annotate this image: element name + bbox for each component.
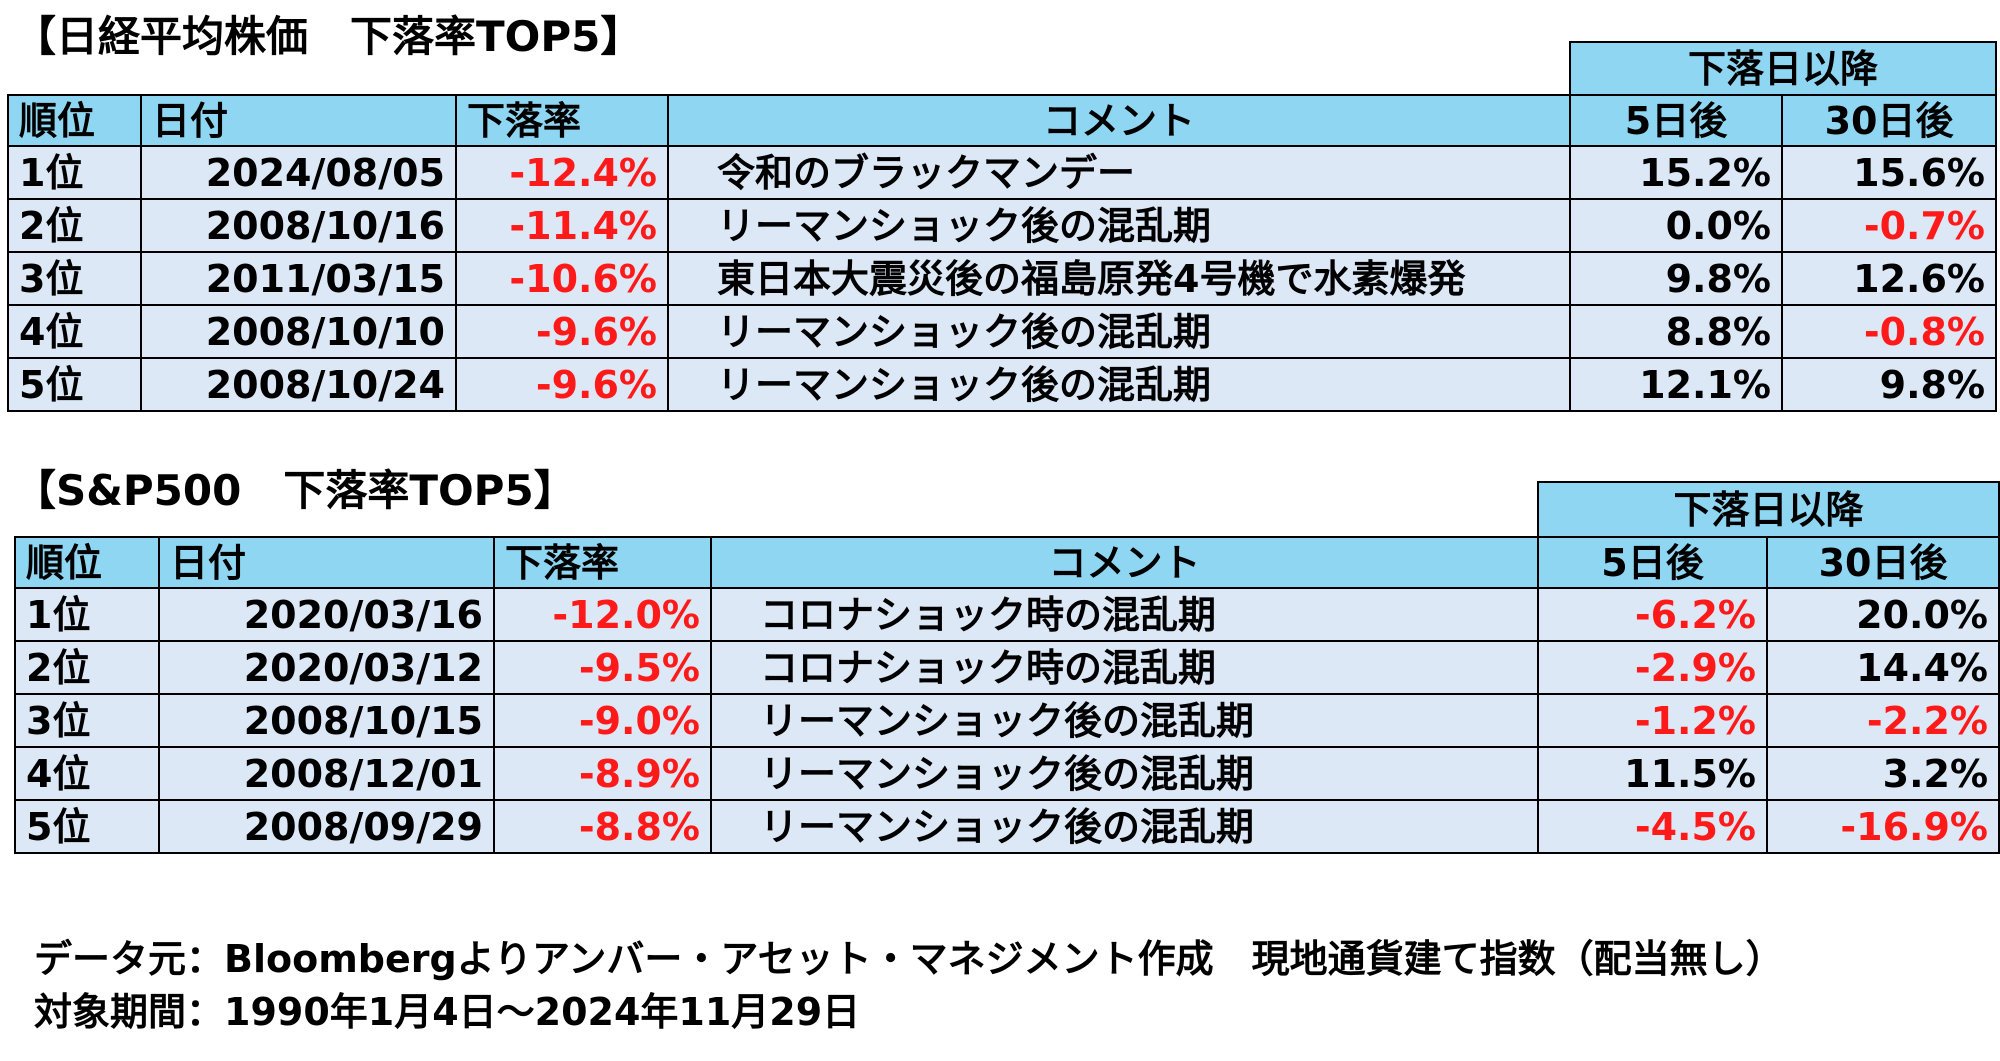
decline-cell: -9.0% — [493, 693, 712, 748]
after-30-days-cell: 14.4% — [1765, 640, 2000, 695]
decline-cell: -9.5% — [493, 640, 712, 695]
nikkei-after-decline-header: 下落日以降 — [1568, 41, 1998, 96]
after-5-days-cell: 8.8% — [1569, 304, 1783, 359]
date-cell: 2008/10/24 — [140, 357, 457, 412]
rank-cell: 2位 — [14, 640, 160, 695]
nikkei-super-header-row: 下落日以降 — [8, 41, 1998, 96]
rank-cell: 4位 — [14, 746, 160, 801]
decline-cell: -9.6% — [455, 357, 669, 412]
date-cell: 2024/08/05 — [140, 145, 457, 200]
date-cell: 2020/03/12 — [158, 640, 495, 695]
date-cell: 2008/10/15 — [158, 693, 495, 748]
sp500-after-decline-header: 下落日以降 — [1536, 481, 2000, 538]
date-cell: 2011/03/15 — [140, 251, 457, 306]
after-5-days-cell: 0.0% — [1569, 198, 1783, 253]
period-note: 対象期間：1990年1月4日～2024年11月29日 — [34, 990, 861, 1034]
sp500-header-row: 順位 日付 下落率 コメント 5日後 30日後 — [14, 536, 2000, 589]
comment-cell: 令和のブラックマンデー — [667, 145, 1571, 200]
rank-cell: 1位 — [7, 145, 142, 200]
after-5-days-cell: 11.5% — [1537, 746, 1768, 801]
nikkei-ranking-table: 下落日以降 順位 日付 下落率 コメント 5日後 30日後 1位 2024/08… — [7, 41, 1998, 412]
comment-cell: リーマンショック後の混乱期 — [710, 693, 1539, 748]
decline-cell: -12.0% — [493, 587, 712, 642]
after-30-days-cell: 20.0% — [1765, 587, 2000, 642]
after-30-days-cell: -16.9% — [1765, 799, 2000, 854]
rank-cell: 2位 — [7, 198, 142, 253]
comment-cell: 東日本大震災後の福島原発4号機で水素爆発 — [667, 251, 1571, 306]
after-30-days-cell: 3.2% — [1765, 746, 2000, 801]
decline-cell: -8.9% — [493, 746, 712, 801]
date-cell: 2008/12/01 — [158, 746, 495, 801]
after-5-days-header: 5日後 — [1569, 94, 1783, 147]
decline-cell: -12.4% — [455, 145, 669, 200]
table-row: 5位 2008/09/29 -8.8% リーマンショック後の混乱期 -4.5% … — [14, 799, 2000, 854]
comment-cell: リーマンショック後の混乱期 — [710, 799, 1539, 854]
date-cell: 2008/10/16 — [140, 198, 457, 253]
after-5-days-cell: -1.2% — [1537, 693, 1768, 748]
sp500-table-title: 【S&P500 下落率TOP5】 — [14, 466, 576, 515]
table-row: 5位 2008/10/24 -9.6% リーマンショック後の混乱期 12.1% … — [7, 357, 1998, 412]
comment-cell: リーマンショック後の混乱期 — [667, 357, 1571, 412]
date-cell: 2020/03/16 — [158, 587, 495, 642]
rank-cell: 1位 — [14, 587, 160, 642]
sp500-super-header-row: 下落日以降 — [15, 481, 2000, 538]
comment-header: コメント — [667, 94, 1571, 147]
table-row: 4位 2008/10/10 -9.6% リーマンショック後の混乱期 8.8% -… — [7, 304, 1998, 359]
table-row: 2位 2008/10/16 -11.4% リーマンショック後の混乱期 0.0% … — [7, 198, 1998, 253]
after-5-days-cell: 12.1% — [1569, 357, 1783, 412]
after-30-days-cell: 12.6% — [1780, 251, 1998, 306]
nikkei-table-title: 【日経平均株価 下落率TOP5】 — [14, 12, 643, 61]
after-30-days-cell: 9.8% — [1780, 357, 1998, 412]
table-row: 1位 2024/08/05 -12.4% 令和のブラックマンデー 15.2% 1… — [7, 145, 1998, 200]
table-row: 1位 2020/03/16 -12.0% コロナショック時の混乱期 -6.2% … — [14, 587, 2000, 642]
comment-header: コメント — [710, 536, 1539, 589]
comment-cell: リーマンショック後の混乱期 — [667, 198, 1571, 253]
rank-cell: 4位 — [7, 304, 142, 359]
sp500-ranking-table: 下落日以降 順位 日付 下落率 コメント 5日後 30日後 1位 2020/03… — [14, 481, 2000, 854]
rank-cell: 3位 — [7, 251, 142, 306]
after-30-days-header: 30日後 — [1780, 94, 1998, 147]
after-5-days-cell: -2.9% — [1537, 640, 1768, 695]
after-30-days-cell: -2.2% — [1765, 693, 2000, 748]
date-cell: 2008/10/10 — [140, 304, 457, 359]
decline-header: 下落率 — [455, 94, 669, 147]
after-30-days-header: 30日後 — [1765, 536, 2000, 589]
after-30-days-cell: -0.8% — [1780, 304, 1998, 359]
rank-header: 順位 — [7, 94, 142, 147]
comment-cell: リーマンショック後の混乱期 — [710, 746, 1539, 801]
after-5-days-header: 5日後 — [1537, 536, 1768, 589]
date-header: 日付 — [158, 536, 495, 589]
decline-cell: -11.4% — [455, 198, 669, 253]
rank-header: 順位 — [14, 536, 160, 589]
comment-cell: コロナショック時の混乱期 — [710, 640, 1539, 695]
comment-cell: コロナショック時の混乱期 — [710, 587, 1539, 642]
after-5-days-cell: -4.5% — [1537, 799, 1768, 854]
date-header: 日付 — [140, 94, 457, 147]
after-5-days-cell: -6.2% — [1537, 587, 1768, 642]
rank-cell: 5位 — [7, 357, 142, 412]
table-row: 3位 2011/03/15 -10.6% 東日本大震災後の福島原発4号機で水素爆… — [7, 251, 1998, 306]
decline-cell: -10.6% — [455, 251, 669, 306]
rank-cell: 5位 — [14, 799, 160, 854]
decline-cell: -9.6% — [455, 304, 669, 359]
after-30-days-cell: -0.7% — [1780, 198, 1998, 253]
table-row: 3位 2008/10/15 -9.0% リーマンショック後の混乱期 -1.2% … — [14, 693, 2000, 748]
date-cell: 2008/09/29 — [158, 799, 495, 854]
decline-cell: -8.8% — [493, 799, 712, 854]
after-5-days-cell: 9.8% — [1569, 251, 1783, 306]
after-30-days-cell: 15.6% — [1780, 145, 1998, 200]
table-row: 4位 2008/12/01 -8.9% リーマンショック後の混乱期 11.5% … — [14, 746, 2000, 801]
comment-cell: リーマンショック後の混乱期 — [667, 304, 1571, 359]
after-5-days-cell: 15.2% — [1569, 145, 1783, 200]
data-source-note: データ元：Bloombergよりアンバー・アセット・マネジメント作成 現地通貨建… — [34, 937, 1784, 981]
rank-cell: 3位 — [14, 693, 160, 748]
decline-header: 下落率 — [493, 536, 712, 589]
table-row: 2位 2020/03/12 -9.5% コロナショック時の混乱期 -2.9% 1… — [14, 640, 2000, 695]
nikkei-header-row: 順位 日付 下落率 コメント 5日後 30日後 — [7, 94, 1998, 147]
